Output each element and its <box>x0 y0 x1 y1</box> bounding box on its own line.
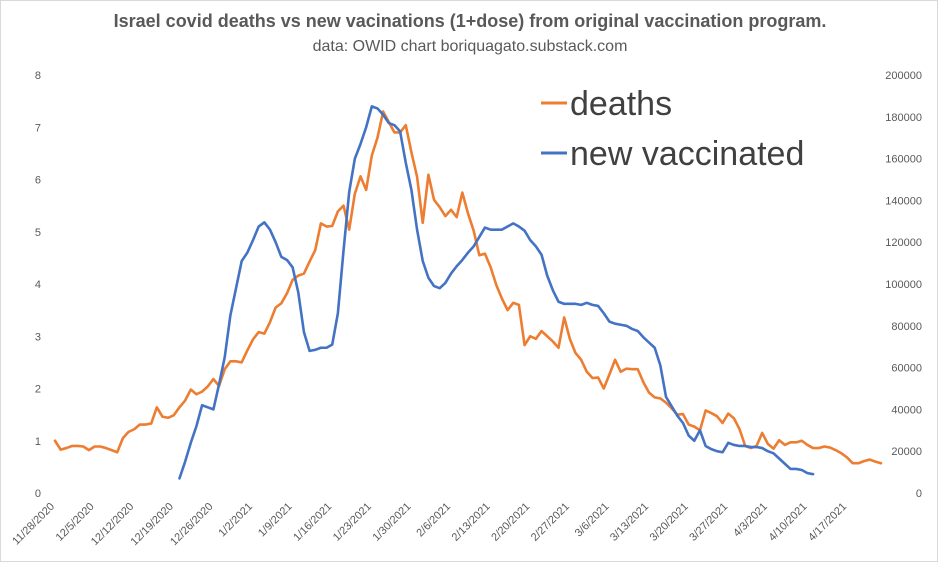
series-line-new-vaccinated <box>178 105 815 480</box>
right-axis-tick: 140000 <box>885 195 922 207</box>
legend: deaths new vaccinated <box>541 85 804 173</box>
left-axis-tick: 3 <box>35 331 41 343</box>
x-axis-tick: 2/27/2021 <box>529 501 572 544</box>
x-axis-tick: 3/6/2021 <box>573 501 612 540</box>
left-axis-tick: 2 <box>35 384 41 396</box>
right-axis-tick: 200000 <box>885 70 922 82</box>
x-axis-tick: 1/16/2021 <box>291 501 334 544</box>
left-axis-tick: 1 <box>35 436 41 448</box>
right-axis-tick: 60000 <box>891 363 922 375</box>
right-axis-tick: 0 <box>916 488 922 500</box>
x-axis-tick: 12/26/2020 <box>168 501 215 548</box>
chart-subtitle: data: OWID chart boriquagato.substack.co… <box>312 38 628 55</box>
right-axis-tick: 160000 <box>885 154 922 166</box>
x-axis-tick: 3/20/2021 <box>648 501 691 544</box>
left-axis: 0 1 2 3 4 5 6 7 8 <box>35 70 41 500</box>
x-axis-tick: 2/6/2021 <box>414 501 453 540</box>
legend-label: new vaccinated <box>570 135 804 173</box>
series-layer <box>53 105 883 480</box>
right-axis-tick: 80000 <box>891 321 922 333</box>
chart-title: Israel covid deaths vs new vacinations (… <box>113 11 827 31</box>
left-axis-tick: 7 <box>35 122 41 134</box>
right-axis-tick: 120000 <box>885 237 922 249</box>
x-axis-tick: 1/9/2021 <box>256 501 295 540</box>
x-axis-tick: 11/28/2020 <box>10 501 57 548</box>
x-axis-tick: 1/30/2021 <box>370 501 413 544</box>
left-axis-tick: 0 <box>35 488 41 500</box>
x-axis: 11/28/202012/5/202012/12/202012/19/20201… <box>10 501 849 548</box>
x-axis-tick: 2/20/2021 <box>489 501 532 544</box>
x-axis-tick: 1/2/2021 <box>216 501 255 540</box>
x-axis-tick: 4/10/2021 <box>766 501 809 544</box>
right-axis-tick: 40000 <box>891 404 922 416</box>
left-axis-tick: 6 <box>35 175 41 187</box>
left-axis-tick: 8 <box>35 70 41 82</box>
x-axis-tick: 1/23/2021 <box>331 501 374 544</box>
series-line-deaths <box>53 110 883 465</box>
right-axis-tick: 180000 <box>885 112 922 124</box>
right-axis-tick: 20000 <box>891 446 922 458</box>
x-axis-tick: 3/27/2021 <box>687 501 730 544</box>
x-axis-tick: 3/13/2021 <box>608 501 651 544</box>
left-axis-tick: 4 <box>35 279 41 291</box>
x-axis-tick: 2/13/2021 <box>450 501 493 544</box>
left-axis-tick: 5 <box>35 227 41 239</box>
legend-label: deaths <box>570 85 672 123</box>
x-axis-tick: 4/17/2021 <box>806 501 849 544</box>
right-axis: 0 20000 40000 60000 80000 100000 120000 140000 1… <box>885 70 922 500</box>
right-axis-tick: 100000 <box>885 279 922 291</box>
x-axis-tick: 4/3/2021 <box>731 501 770 540</box>
